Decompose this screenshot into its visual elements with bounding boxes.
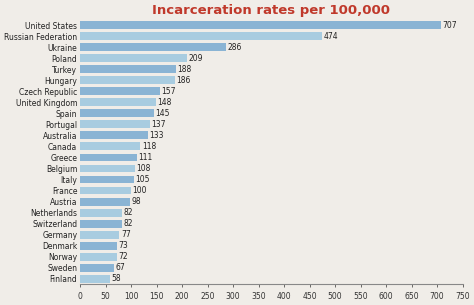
Text: 118: 118	[142, 142, 156, 151]
Bar	[80, 88, 160, 95]
Bar	[80, 21, 441, 29]
Bar	[80, 220, 122, 228]
Text: 286: 286	[228, 43, 242, 52]
Text: 157: 157	[162, 87, 176, 96]
Text: 137: 137	[152, 120, 166, 129]
Text: 100: 100	[133, 186, 147, 195]
Text: 145: 145	[155, 109, 170, 118]
Text: 105: 105	[135, 175, 150, 184]
Text: 707: 707	[442, 21, 457, 30]
Bar	[80, 264, 114, 272]
Text: 67: 67	[116, 263, 126, 272]
Bar	[80, 142, 140, 150]
Text: 133: 133	[149, 131, 164, 140]
Title: Incarceration rates per 100,000: Incarceration rates per 100,000	[152, 4, 390, 17]
Bar	[80, 176, 134, 184]
Bar	[80, 43, 226, 51]
Bar	[80, 32, 322, 40]
Text: 98: 98	[132, 197, 141, 206]
Bar	[80, 231, 119, 239]
Bar	[80, 109, 154, 117]
Bar	[80, 242, 117, 249]
Text: 186: 186	[176, 76, 191, 85]
Text: 82: 82	[123, 219, 133, 228]
Text: 111: 111	[138, 153, 153, 162]
Text: 58: 58	[111, 274, 121, 283]
Bar	[80, 275, 109, 283]
Text: 209: 209	[188, 54, 203, 63]
Bar	[80, 131, 148, 139]
Bar	[80, 120, 150, 128]
Bar	[80, 99, 155, 106]
Bar	[80, 198, 130, 206]
Text: 474: 474	[323, 32, 338, 41]
Bar	[80, 65, 176, 73]
Bar	[80, 164, 135, 172]
Bar	[80, 187, 131, 195]
Bar	[80, 76, 175, 84]
Bar	[80, 153, 137, 161]
Text: 73: 73	[119, 241, 128, 250]
Text: 188: 188	[177, 65, 191, 74]
Bar	[80, 253, 117, 260]
Text: 82: 82	[123, 208, 133, 217]
Text: 148: 148	[157, 98, 172, 107]
Text: 77: 77	[121, 230, 131, 239]
Bar	[80, 209, 122, 217]
Text: 72: 72	[118, 252, 128, 261]
Text: 108: 108	[137, 164, 151, 173]
Bar	[80, 54, 187, 62]
